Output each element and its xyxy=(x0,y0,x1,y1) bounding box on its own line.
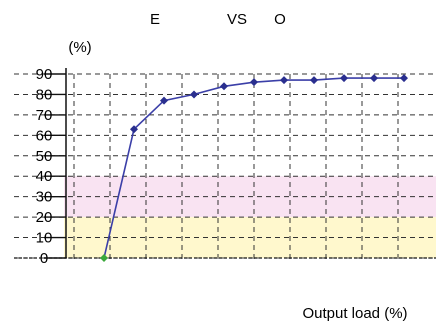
data-point xyxy=(190,90,198,99)
data-point xyxy=(400,74,408,83)
y-tick-label-50: 50 xyxy=(36,148,53,165)
y-tick-label-30: 30 xyxy=(36,189,53,206)
plot-area: 0102030405060708090 xyxy=(14,66,436,267)
data-point xyxy=(130,125,138,134)
y-tick-label-40: 40 xyxy=(36,168,53,185)
y-tick-label-70: 70 xyxy=(36,107,53,124)
data-point xyxy=(250,78,258,87)
chart-title-part-2: VS xyxy=(227,11,247,28)
data-point xyxy=(340,74,348,83)
data-point xyxy=(280,76,288,85)
y-tick-label-60: 60 xyxy=(36,127,53,144)
y-tick-label-20: 20 xyxy=(36,209,53,226)
data-point xyxy=(100,254,108,262)
chart-title-part-1: E xyxy=(150,11,160,28)
data-point xyxy=(310,76,318,85)
y-tick-label-90: 90 xyxy=(36,66,53,83)
data-point xyxy=(370,74,378,83)
data-point xyxy=(220,82,228,91)
data-point xyxy=(160,96,168,105)
y-tick-label-80: 80 xyxy=(36,86,53,103)
x-axis-label: Output load (%) xyxy=(302,305,407,322)
chart-title-part-3: O xyxy=(274,11,286,28)
y-axis-label: (%) xyxy=(68,39,91,56)
y-tick-label-10: 10 xyxy=(36,230,53,247)
